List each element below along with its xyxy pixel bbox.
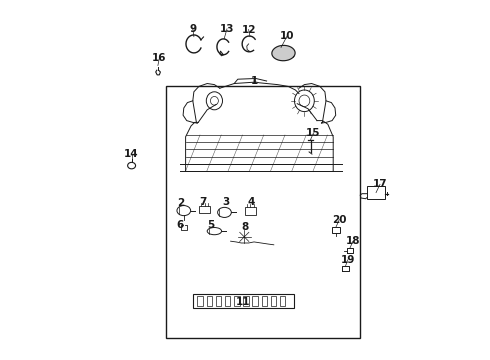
Bar [166,86,360,338]
Text: 13: 13 [220,24,234,34]
Bar [234,296,240,306]
Bar [252,296,258,306]
Text: 5: 5 [207,220,215,230]
Text: 1: 1 [250,76,258,86]
Text: 17: 17 [373,179,387,189]
Text: 6: 6 [176,220,184,230]
Bar [332,227,340,233]
Text: 16: 16 [152,53,167,63]
Text: 8: 8 [242,222,248,232]
Text: 7: 7 [199,197,206,207]
Bar [197,296,203,306]
Text: 3: 3 [222,197,229,207]
Text: 12: 12 [242,24,256,35]
Bar [270,296,276,306]
Bar [280,296,285,306]
Polygon shape [272,45,295,61]
Text: 4: 4 [247,197,255,207]
Text: 14: 14 [124,149,139,159]
Text: 15: 15 [306,128,320,138]
Bar [225,296,230,306]
Text: 19: 19 [341,255,355,265]
Bar [245,207,256,215]
Text: 10: 10 [280,31,294,41]
Text: 18: 18 [346,236,360,246]
Bar [207,296,212,306]
Bar [368,186,385,199]
Bar [199,206,210,213]
Text: 20: 20 [332,215,346,225]
Text: 2: 2 [177,198,185,208]
Bar [262,296,267,306]
Text: 9: 9 [189,24,196,34]
Bar [193,294,294,308]
Text: 11: 11 [236,297,250,307]
Bar [243,296,249,306]
Bar [216,296,221,306]
